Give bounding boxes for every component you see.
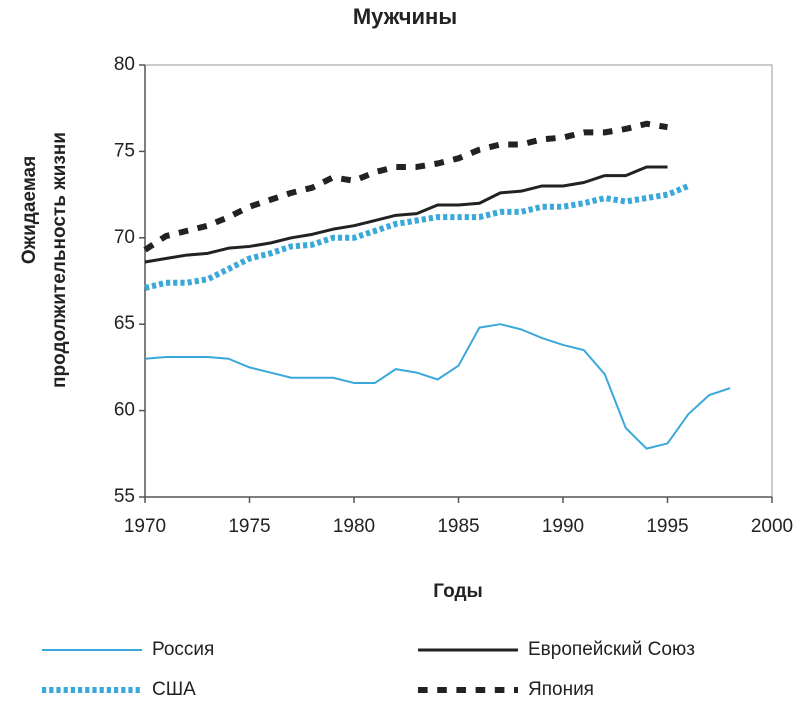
x-tick-label: 1980: [333, 516, 375, 537]
legend-label: Россия: [152, 639, 214, 660]
x-tick-label: 1970: [124, 516, 166, 537]
y-tick-label: 75: [114, 140, 135, 161]
x-tick-label: 1990: [542, 516, 584, 537]
x-tick-label: 1995: [646, 516, 688, 537]
x-tick-label: 1985: [437, 516, 479, 537]
y-axis-label: продолжительность жизни: [49, 132, 70, 388]
legend-label: Япония: [528, 679, 594, 700]
y-tick-label: 70: [114, 227, 135, 248]
y-tick-label: 65: [114, 313, 135, 334]
x-axis-label: Годы: [433, 581, 482, 602]
series-line: [144, 165, 668, 264]
y-tick-label: 60: [114, 400, 135, 421]
y-axis-label: Ожидаемая: [19, 156, 40, 264]
series-line: [144, 183, 690, 291]
y-tick-label: 80: [114, 54, 135, 75]
plot-frame: [144, 64, 773, 498]
chart-title: Мужчины: [353, 4, 457, 29]
legend-label: Европейский Союз: [528, 639, 695, 660]
y-tick-label: 55: [114, 486, 135, 507]
x-tick-label: 1975: [228, 516, 270, 537]
x-tick-label: 2000: [751, 516, 793, 537]
legend-label: США: [152, 679, 196, 700]
series-line: [143, 120, 668, 253]
series-line: [144, 323, 731, 450]
